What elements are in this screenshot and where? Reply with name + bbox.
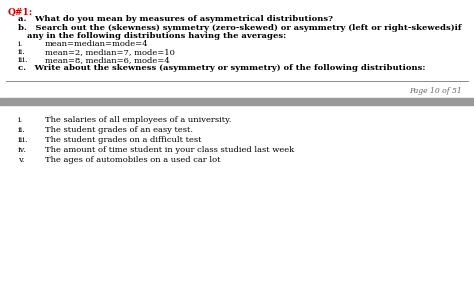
Text: c.   Write about the skewness (asymmetry or symmetry) of the following distribut: c. Write about the skewness (asymmetry o… (18, 64, 426, 72)
Text: The student grades of an easy test.: The student grades of an easy test. (45, 126, 193, 134)
Text: any in the following distributions having the averages:: any in the following distributions havin… (27, 32, 286, 40)
Text: i.: i. (18, 116, 23, 124)
Text: iii.: iii. (18, 136, 28, 144)
Text: b.   Search out the (skewness) symmetry (zero-skewed) or asymmetry (left or righ: b. Search out the (skewness) symmetry (z… (18, 24, 462, 32)
Text: The student grades on a difficult test: The student grades on a difficult test (45, 136, 201, 144)
Text: Q#1:: Q#1: (8, 8, 33, 17)
Text: iii.: iii. (18, 56, 28, 64)
Text: mean=median=mode=4: mean=median=mode=4 (45, 40, 149, 48)
Text: The amount of time student in your class studied last week: The amount of time student in your class… (45, 146, 294, 154)
Text: a.   What do you mean by measures of asymmetrical distributions?: a. What do you mean by measures of asymm… (18, 15, 333, 23)
Text: mean=8, median=6, mode=4: mean=8, median=6, mode=4 (45, 56, 170, 64)
Text: ii.: ii. (18, 48, 26, 56)
Text: iv.: iv. (18, 146, 27, 154)
Text: ii.: ii. (18, 126, 26, 134)
Text: mean=2, median=7, mode=10: mean=2, median=7, mode=10 (45, 48, 175, 56)
Text: The salaries of all employees of a university.: The salaries of all employees of a unive… (45, 116, 231, 124)
Text: The ages of automobiles on a used car lot: The ages of automobiles on a used car lo… (45, 156, 220, 164)
Text: i.: i. (18, 40, 23, 48)
Text: v.: v. (18, 156, 24, 164)
Text: Page 10 of 51: Page 10 of 51 (409, 87, 462, 95)
